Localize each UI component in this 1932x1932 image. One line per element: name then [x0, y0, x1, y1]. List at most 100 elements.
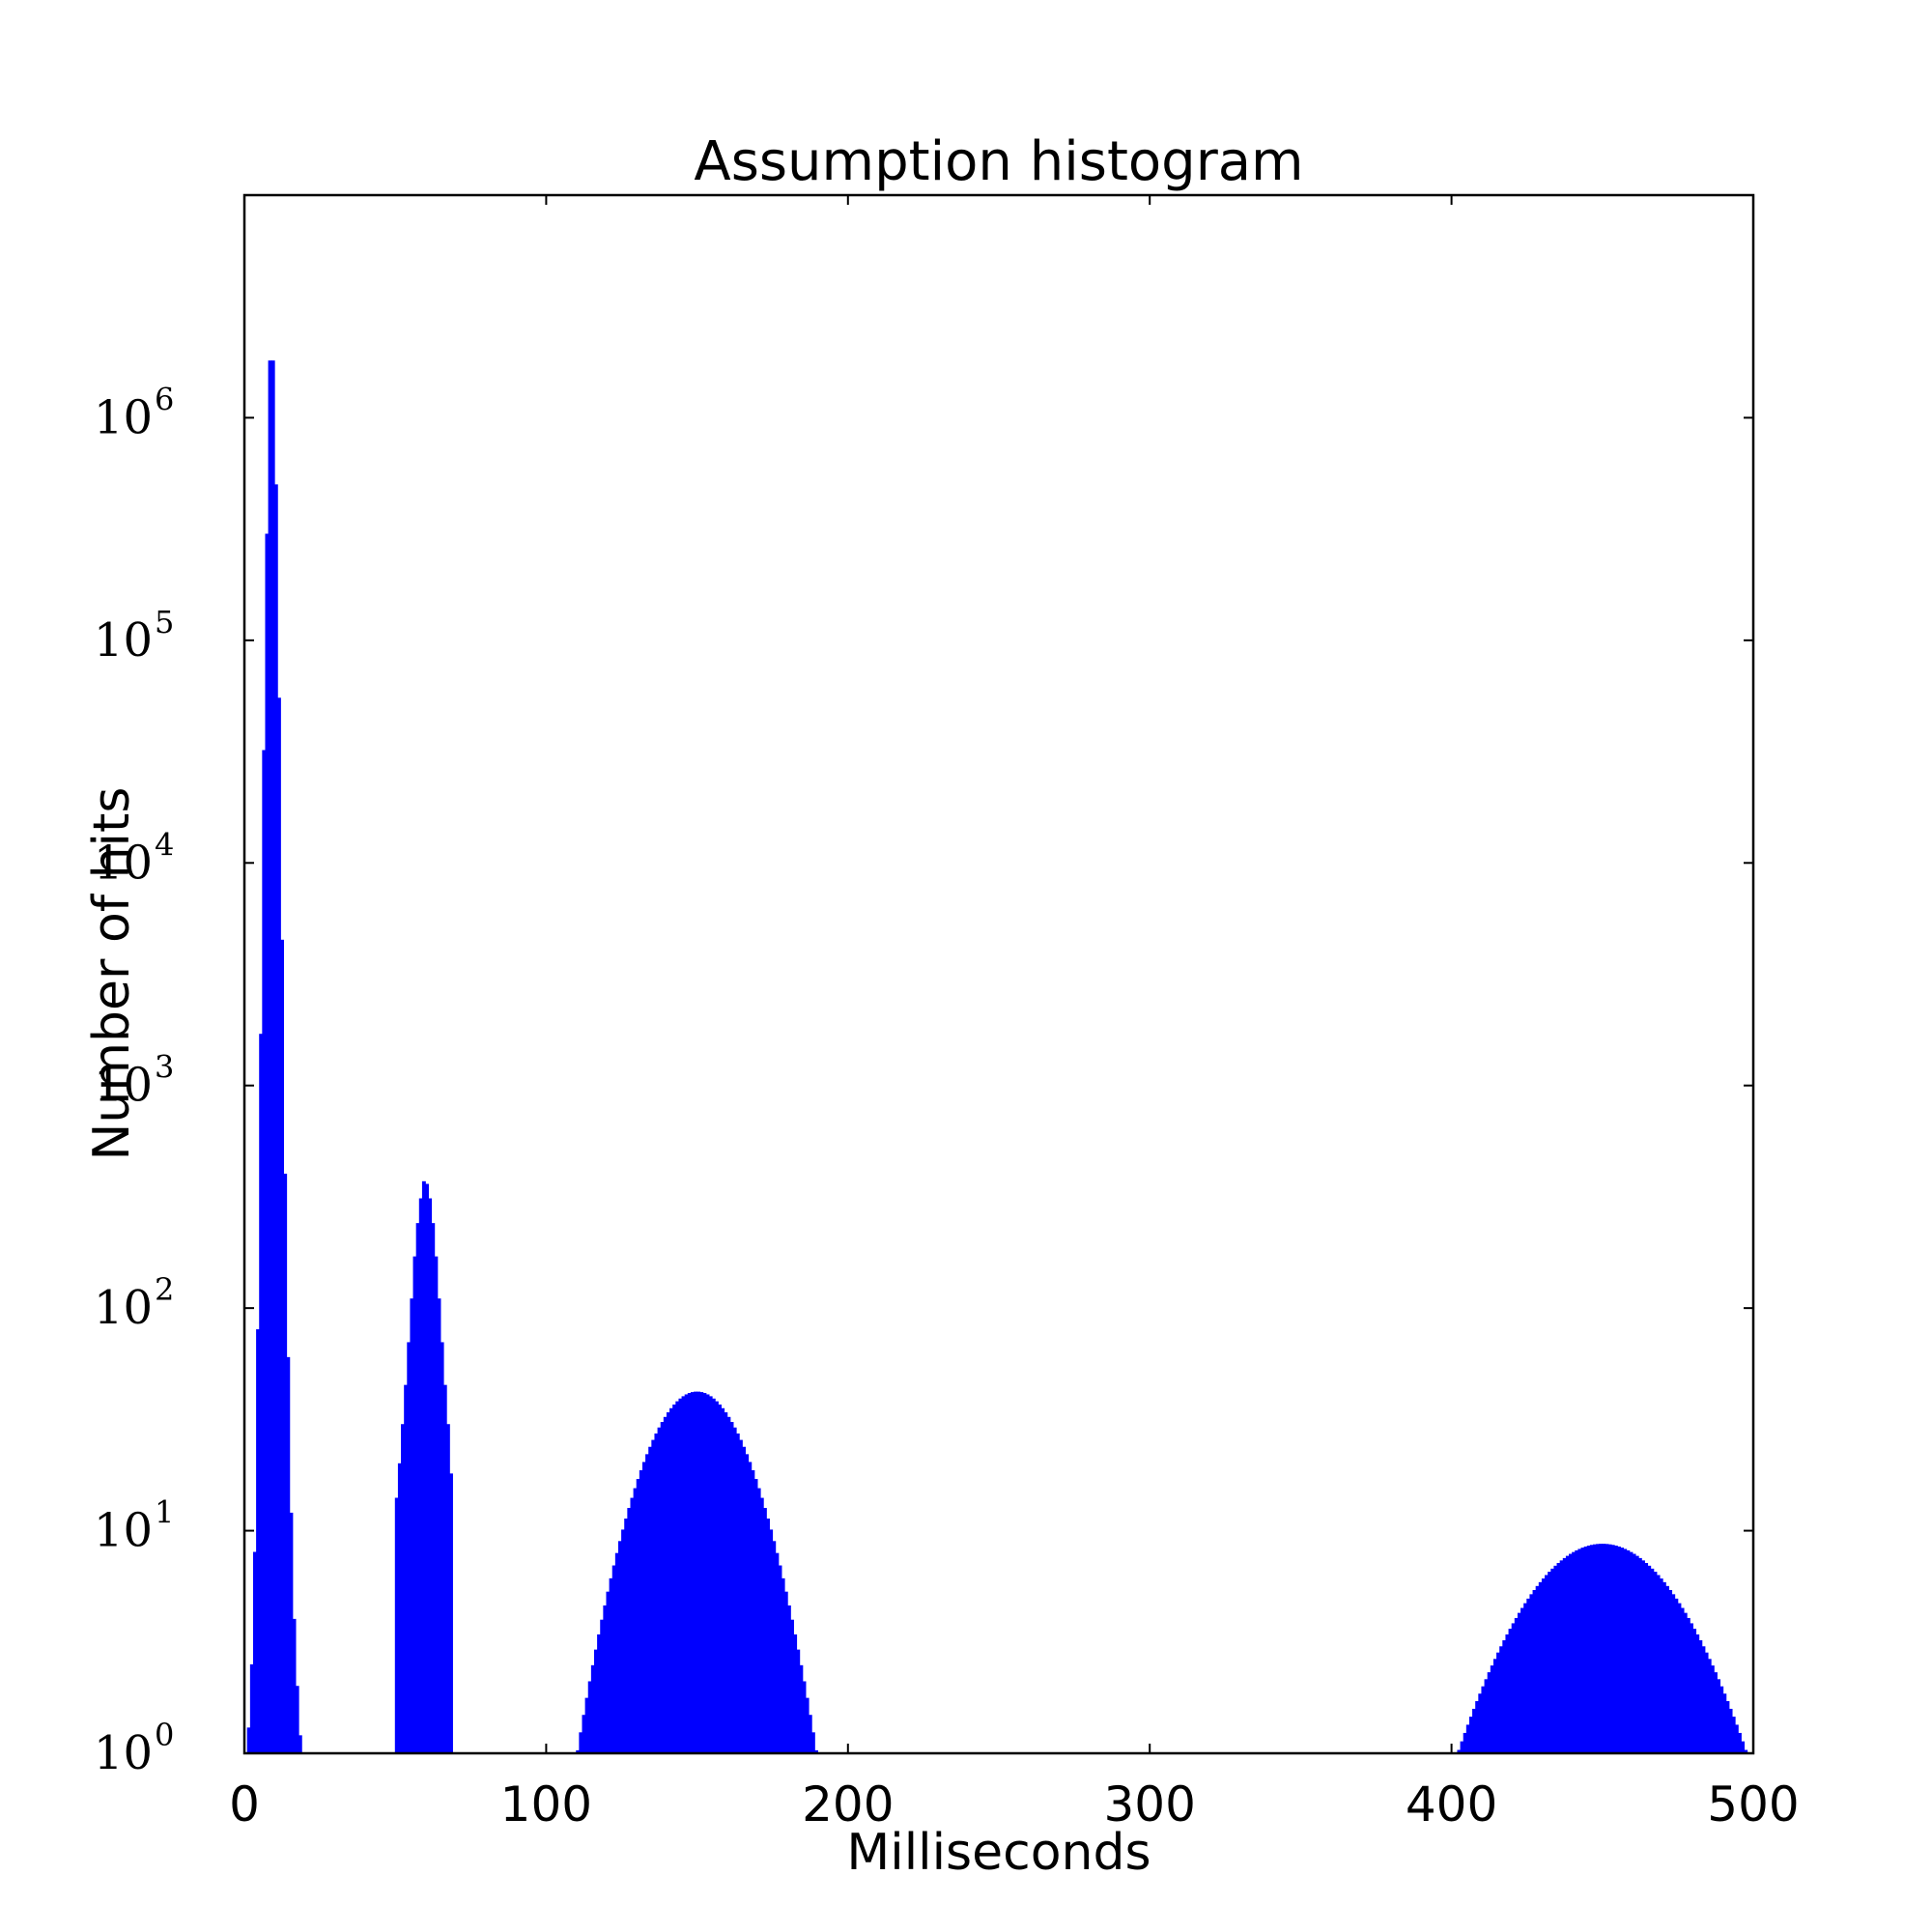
histogram-bar — [1629, 1551, 1634, 1754]
histogram-bar — [732, 1427, 737, 1754]
histogram-bar — [1632, 1553, 1636, 1754]
histogram-bar — [1532, 1589, 1537, 1754]
histogram-bar — [1463, 1732, 1467, 1754]
histogram-bar — [1599, 1544, 1604, 1754]
histogram-bar — [1472, 1708, 1476, 1754]
histogram-bar — [394, 1497, 399, 1754]
histogram-bar — [630, 1497, 635, 1754]
plot-frame — [242, 193, 1755, 1755]
histogram-bar — [769, 1529, 774, 1754]
histogram-bar — [1496, 1652, 1500, 1754]
histogram-bar — [641, 1462, 646, 1754]
histogram-bar — [1538, 1581, 1543, 1754]
histogram-bar — [273, 484, 278, 1754]
histogram-bar — [786, 1605, 791, 1754]
histogram-bar — [742, 1446, 746, 1754]
histogram-bar — [410, 1298, 414, 1754]
histogram-bar — [1674, 1598, 1679, 1754]
histogram-bar — [666, 1412, 670, 1754]
histogram-bar — [609, 1577, 613, 1754]
y-tick-label-exponent: 5 — [155, 604, 174, 640]
histogram-bar — [808, 1715, 812, 1754]
histogram-bar — [627, 1508, 632, 1754]
histogram-bar — [1559, 1560, 1564, 1754]
histogram-bar — [1478, 1693, 1483, 1754]
histogram-bar — [1577, 1548, 1582, 1754]
histogram-bar — [597, 1634, 602, 1754]
histogram-bar — [1626, 1549, 1631, 1754]
histogram-bar — [440, 1342, 444, 1754]
histogram-bar — [587, 1681, 592, 1754]
histogram-bar — [1517, 1612, 1521, 1754]
histogram-bar — [1668, 1589, 1673, 1754]
histogram-bar — [1659, 1578, 1663, 1754]
histogram-bar — [600, 1619, 605, 1754]
histogram-bar — [1562, 1557, 1567, 1754]
histogram-bar — [699, 1392, 704, 1754]
histogram-bar — [1680, 1607, 1685, 1754]
y-tick-label-exponent: 3 — [155, 1049, 174, 1086]
histogram-bar — [1502, 1640, 1507, 1754]
histogram-bar — [289, 1512, 294, 1754]
histogram-bar — [611, 1565, 616, 1754]
histogram-bar — [1487, 1672, 1492, 1754]
y-tick-label-base: 10 — [94, 613, 153, 668]
histogram-bar — [445, 1424, 450, 1754]
histogram-bar — [1605, 1544, 1609, 1754]
histogram-bar — [1465, 1724, 1470, 1754]
histogram-bar — [639, 1470, 643, 1754]
x-tick-label: 200 — [802, 1776, 894, 1833]
histogram-bar — [633, 1488, 638, 1754]
histogram-bar — [1520, 1607, 1524, 1754]
histogram-bar — [1725, 1701, 1730, 1754]
histogram-bar — [617, 1541, 622, 1754]
histogram-bar — [694, 1391, 697, 1754]
histogram-bar — [756, 1488, 761, 1754]
histogram-bar — [1692, 1629, 1697, 1754]
histogram-bar — [1481, 1686, 1486, 1754]
y-tick-label-base: 10 — [94, 1726, 153, 1780]
x-tick-label: 100 — [500, 1776, 592, 1833]
histogram-bar — [729, 1422, 734, 1754]
histogram-bar — [292, 1618, 297, 1754]
histogram-bar — [1596, 1544, 1601, 1754]
histogram-bar — [262, 750, 267, 1754]
y-tick-label-exponent: 0 — [155, 1717, 174, 1753]
histogram-bar — [1690, 1623, 1693, 1754]
histogram-bar — [1734, 1724, 1739, 1754]
histogram-bar — [249, 1663, 254, 1754]
y-tick-label-exponent: 2 — [155, 1271, 174, 1308]
histogram-bar — [1490, 1665, 1494, 1754]
histogram-bar — [663, 1416, 668, 1754]
histogram-bar — [1704, 1652, 1709, 1754]
histogram-bar — [1545, 1575, 1548, 1754]
histogram-bar — [431, 1223, 436, 1754]
histogram-bar — [1665, 1585, 1669, 1754]
histogram-bar — [1569, 1553, 1573, 1754]
histogram-bar — [705, 1394, 710, 1754]
histogram-bar — [1698, 1640, 1703, 1754]
chart-title: Assumption histogram — [694, 130, 1303, 193]
x-tick-label: 400 — [1406, 1776, 1497, 1833]
histogram-bar — [762, 1508, 767, 1754]
histogram-bar — [1613, 1546, 1618, 1754]
histogram-bar — [418, 1198, 423, 1754]
y-axis-label: Number of hits — [83, 787, 141, 1161]
histogram-bar — [802, 1681, 807, 1754]
histogram-bar — [657, 1427, 662, 1754]
y-tick-label-exponent: 1 — [155, 1494, 174, 1531]
histogram-bar — [766, 1518, 770, 1754]
histogram-bar — [690, 1392, 695, 1754]
histogram-bar — [1529, 1594, 1534, 1754]
histogram-bar — [295, 1686, 299, 1754]
histogram-bar — [1644, 1562, 1649, 1754]
histogram-bar — [1460, 1741, 1464, 1754]
histogram-bar — [1535, 1585, 1540, 1754]
histogram-bar — [1593, 1544, 1597, 1754]
y-tick-label-base: 10 — [94, 1504, 153, 1558]
histogram-bar — [401, 1424, 405, 1754]
histogram-bar — [1505, 1634, 1510, 1754]
histogram-bar — [276, 697, 281, 1754]
histogram-bar — [1701, 1646, 1706, 1754]
histogram-bar — [1634, 1555, 1639, 1754]
